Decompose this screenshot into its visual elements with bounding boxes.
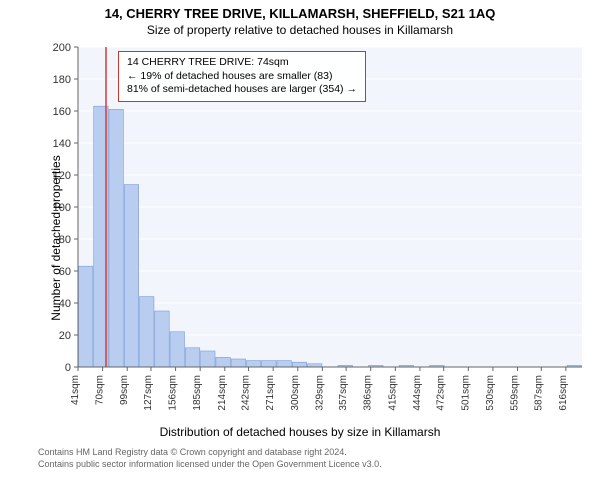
- svg-text:472sqm: 472sqm: [436, 375, 447, 411]
- svg-text:530sqm: 530sqm: [485, 375, 496, 411]
- annotation-line1: 14 CHERRY TREE DRIVE: 74sqm: [127, 56, 357, 70]
- svg-text:160: 160: [53, 106, 71, 118]
- svg-text:559sqm: 559sqm: [510, 375, 521, 411]
- svg-text:41sqm: 41sqm: [70, 375, 81, 405]
- y-axis-label: Number of detached properties: [49, 155, 63, 320]
- svg-text:357sqm: 357sqm: [338, 375, 349, 411]
- svg-text:501sqm: 501sqm: [460, 375, 471, 411]
- svg-text:587sqm: 587sqm: [533, 375, 544, 411]
- svg-text:200: 200: [53, 42, 71, 54]
- chart-title-main: 14, CHERRY TREE DRIVE, KILLAMARSH, SHEFF…: [0, 0, 600, 21]
- svg-text:616sqm: 616sqm: [558, 375, 569, 411]
- svg-text:156sqm: 156sqm: [168, 375, 179, 411]
- svg-text:214sqm: 214sqm: [217, 375, 228, 411]
- annotation-line2: ← 19% of detached houses are smaller (83…: [127, 70, 357, 84]
- svg-text:444sqm: 444sqm: [412, 375, 423, 411]
- svg-text:140: 140: [53, 138, 71, 150]
- license-caption: Contains HM Land Registry data © Crown c…: [0, 439, 600, 474]
- svg-text:70sqm: 70sqm: [95, 375, 106, 405]
- annotation-line3: 81% of semi-detached houses are larger (…: [127, 83, 357, 97]
- caption-line2: Contains public sector information licen…: [38, 459, 588, 471]
- chart-title-sub: Size of property relative to detached ho…: [0, 21, 600, 41]
- svg-text:386sqm: 386sqm: [363, 375, 374, 411]
- svg-text:300sqm: 300sqm: [290, 375, 301, 411]
- svg-text:242sqm: 242sqm: [241, 375, 252, 411]
- svg-text:271sqm: 271sqm: [265, 375, 276, 411]
- svg-text:20: 20: [59, 330, 71, 342]
- svg-text:0: 0: [65, 362, 71, 374]
- svg-text:185sqm: 185sqm: [192, 375, 203, 411]
- caption-line1: Contains HM Land Registry data © Crown c…: [38, 447, 588, 459]
- x-axis-label: Distribution of detached houses by size …: [0, 425, 600, 439]
- svg-text:329sqm: 329sqm: [314, 375, 325, 411]
- svg-text:127sqm: 127sqm: [143, 375, 154, 411]
- svg-text:99sqm: 99sqm: [119, 375, 130, 405]
- svg-text:180: 180: [53, 74, 71, 86]
- plot-area: Number of detached properties 0204060801…: [48, 41, 590, 421]
- svg-text:415sqm: 415sqm: [387, 375, 398, 411]
- annotation-box: 14 CHERRY TREE DRIVE: 74sqm ← 19% of det…: [118, 51, 366, 102]
